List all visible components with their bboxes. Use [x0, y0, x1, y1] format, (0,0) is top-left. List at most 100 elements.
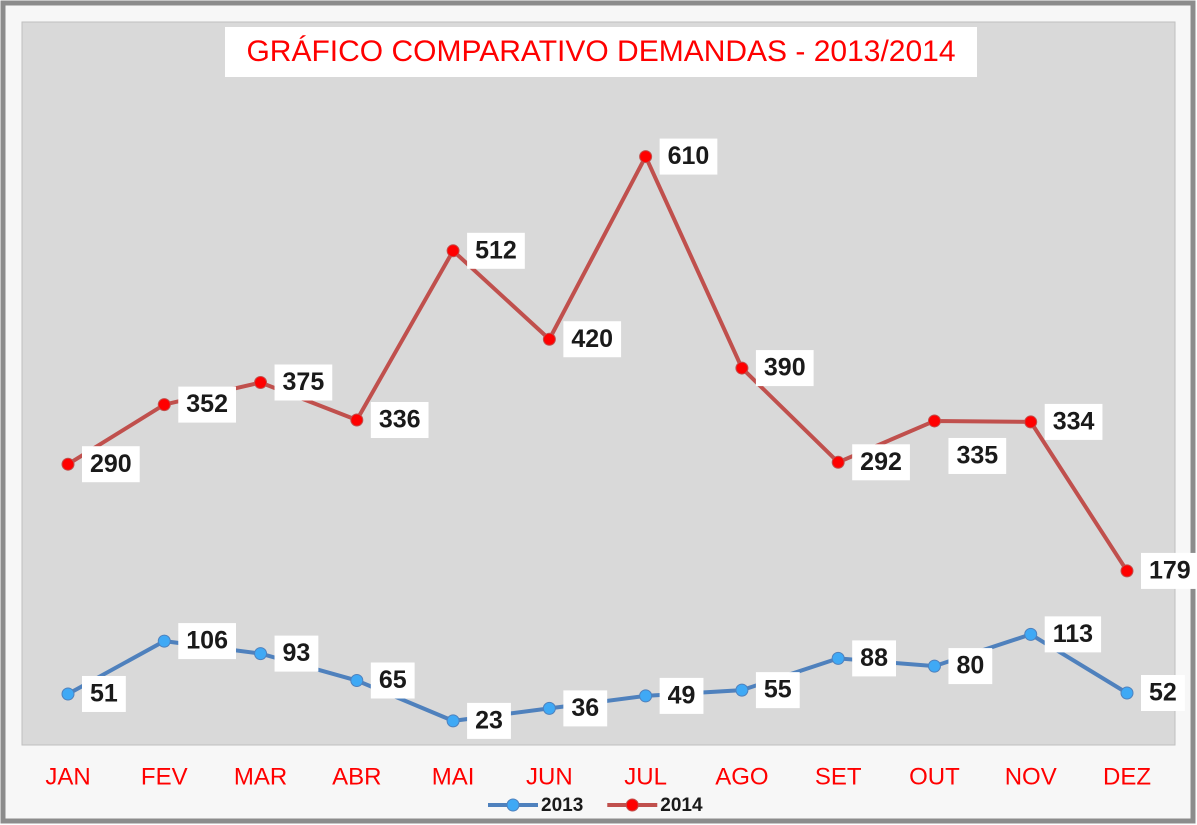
data-label-text: 375 [283, 368, 325, 396]
data-label-text: 88 [860, 644, 888, 672]
legend-marker [506, 798, 520, 812]
x-tick-label: DEZ [1103, 763, 1151, 790]
x-tick-label: AGO [715, 763, 768, 790]
data-label-box [178, 386, 236, 423]
data-label-box [82, 446, 140, 483]
marker [157, 634, 171, 648]
data-label-text: 292 [860, 448, 902, 476]
marker [831, 651, 845, 665]
chart-title: GRÁFICO COMPARATIVO DEMANDAS - 2013/2014 [246, 35, 955, 68]
marker [1024, 627, 1038, 641]
data-label: 610 [659, 138, 718, 175]
data-label-text: 610 [668, 142, 710, 170]
data-label-text: 93 [283, 639, 311, 667]
data-label: 336 [370, 401, 429, 438]
data-label-text: 290 [90, 450, 132, 478]
marker [446, 244, 460, 258]
data-label: 390 [755, 350, 814, 387]
data-label-box [755, 350, 814, 387]
data-label-box [1044, 616, 1102, 653]
data-label: 179 [1141, 552, 1197, 589]
data-label-text: 36 [571, 694, 599, 722]
data-label: 49 [659, 677, 704, 714]
data-label: 334 [1044, 403, 1103, 440]
legend-label: 2014 [660, 795, 703, 816]
data-label-text: 336 [379, 406, 421, 434]
data-label-box [274, 635, 319, 672]
marker [1024, 415, 1038, 429]
data-label-text: 335 [956, 442, 998, 470]
marker [254, 647, 268, 661]
data-label-box [852, 640, 896, 677]
marker [350, 674, 364, 688]
data-label-text: 65 [379, 666, 407, 694]
data-label-box [82, 675, 126, 712]
data-label-box [467, 232, 525, 269]
data-label-box [370, 662, 415, 699]
marker [350, 413, 364, 427]
x-tick-label: ABR [332, 763, 381, 790]
data-label: 23 [467, 702, 511, 739]
data-label-text: 23 [475, 706, 503, 734]
data-label-box [659, 138, 718, 175]
marker [446, 714, 460, 728]
marker [927, 414, 941, 428]
marker [157, 398, 171, 412]
data-label: 292 [852, 444, 910, 481]
data-label: 36 [563, 690, 608, 727]
data-label: 88 [852, 640, 896, 677]
data-label: 113 [1044, 616, 1102, 653]
data-label: 80 [948, 648, 993, 685]
data-label: 65 [370, 662, 415, 699]
data-label-box [1141, 675, 1185, 712]
data-label-text: 51 [90, 680, 118, 708]
marker [735, 361, 749, 375]
data-label: 106 [178, 623, 236, 660]
data-label-box [755, 672, 800, 709]
data-label-box [370, 401, 429, 438]
x-tick-label: JAN [45, 763, 90, 790]
data-label-text: 106 [186, 627, 228, 655]
data-label-text: 390 [764, 354, 806, 382]
data-label-text: 49 [668, 682, 696, 710]
marker [831, 455, 845, 469]
x-tick-label: OUT [909, 763, 960, 790]
data-label: 420 [563, 321, 622, 358]
legend-marker [625, 798, 639, 812]
data-label-box [948, 648, 993, 685]
x-tick-label: SET [815, 763, 862, 790]
title-box [225, 27, 977, 77]
x-tick-label: MAR [234, 763, 287, 790]
legend-label: 2013 [541, 795, 583, 816]
data-label: 512 [467, 232, 525, 269]
data-label: 93 [274, 635, 319, 672]
marker [639, 689, 653, 703]
data-label-box [948, 437, 1007, 474]
x-tick-label: JUL [624, 763, 667, 790]
data-label: 375 [274, 364, 333, 401]
marker [1120, 686, 1134, 700]
data-label: 51 [82, 675, 126, 712]
data-label-box [1044, 403, 1103, 440]
data-label: 55 [755, 672, 800, 709]
x-tick-label: NOV [1005, 763, 1057, 790]
x-tick-label: MAI [432, 763, 475, 790]
marker [254, 376, 268, 389]
x-tick-label: FEV [141, 763, 188, 790]
marker [1120, 564, 1134, 578]
data-label-text: 512 [475, 236, 517, 264]
data-label-text: 420 [571, 325, 613, 353]
data-label-text: 334 [1053, 408, 1095, 436]
data-label-text: 352 [186, 390, 228, 418]
data-label-box [178, 623, 236, 660]
data-label: 290 [82, 446, 140, 483]
data-label-text: 179 [1149, 557, 1191, 585]
data-label-text: 52 [1149, 679, 1177, 707]
data-label-text: 55 [764, 676, 792, 704]
data-label-box [467, 702, 511, 739]
marker [927, 659, 941, 673]
marker [61, 687, 75, 701]
data-label: 352 [178, 386, 236, 423]
data-label-box [274, 364, 333, 401]
data-label-text: 113 [1053, 620, 1093, 648]
